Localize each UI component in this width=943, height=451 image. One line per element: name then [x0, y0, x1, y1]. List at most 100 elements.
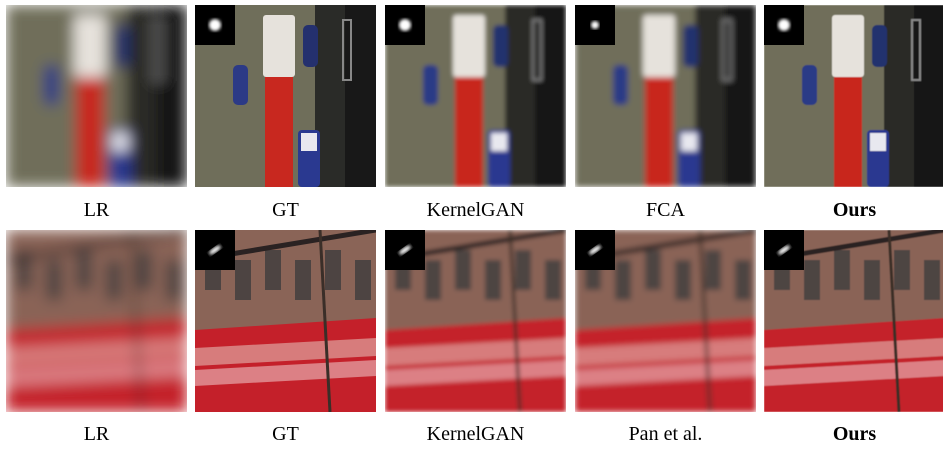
image-panel	[6, 5, 187, 187]
kernel-blob	[589, 245, 601, 255]
image	[195, 230, 376, 412]
truck-bed	[455, 75, 483, 187]
kernel-blob	[209, 19, 221, 31]
image-panel	[195, 230, 376, 412]
kernel-blob	[591, 21, 599, 29]
awning-stripe	[764, 338, 943, 366]
kernel-blob	[399, 245, 411, 255]
car	[802, 65, 817, 105]
curb	[725, 5, 756, 187]
truck-cab	[263, 15, 295, 77]
caption: KernelGAN	[426, 423, 525, 445]
car	[44, 65, 59, 105]
curb	[345, 5, 376, 187]
car	[683, 25, 698, 67]
truck-bed	[834, 75, 862, 187]
image-panel	[6, 230, 187, 412]
fire-escape	[6, 230, 187, 263]
kernel	[385, 5, 425, 45]
caption: KernelGAN	[426, 199, 525, 221]
image-panel	[385, 230, 566, 412]
car	[303, 25, 318, 67]
window	[265, 250, 281, 290]
caption: GT	[272, 199, 299, 221]
awning-stripe	[575, 338, 756, 366]
truck-bed	[76, 75, 104, 187]
window	[76, 250, 92, 290]
window	[675, 260, 691, 300]
awning-stripe	[6, 360, 187, 386]
image-panel	[764, 230, 943, 412]
ladder	[722, 19, 732, 81]
scene	[575, 5, 756, 187]
window	[804, 260, 820, 300]
caption: Ours	[832, 423, 877, 445]
curb	[914, 5, 943, 187]
window	[106, 260, 122, 300]
car	[423, 65, 438, 105]
image	[575, 5, 756, 187]
kernel	[575, 5, 615, 45]
image	[385, 230, 566, 412]
window	[545, 260, 561, 300]
car	[493, 25, 508, 67]
window	[166, 260, 182, 300]
scene	[6, 5, 187, 187]
kernel-blob	[209, 245, 221, 255]
kernel	[195, 230, 235, 270]
window	[485, 260, 501, 300]
scene	[385, 5, 566, 187]
curb	[156, 5, 187, 187]
kernel	[385, 230, 425, 270]
window	[295, 260, 311, 300]
truck-cab	[453, 15, 485, 77]
truck-bed	[645, 75, 673, 187]
window	[705, 250, 721, 290]
kernel	[575, 230, 615, 270]
car-roof	[870, 133, 886, 151]
window	[46, 260, 62, 300]
tree	[887, 230, 901, 412]
kernel	[764, 230, 804, 270]
window	[894, 250, 910, 290]
window	[924, 260, 940, 300]
window	[235, 260, 251, 300]
awning-stripe	[575, 360, 756, 386]
car-roof	[681, 133, 697, 151]
kernel-blob	[399, 19, 411, 31]
image	[195, 5, 376, 187]
image-panel	[764, 5, 943, 187]
ladder	[911, 19, 921, 81]
image	[764, 5, 943, 187]
caption: LR	[83, 423, 110, 445]
ladder	[153, 19, 163, 81]
car-roof	[491, 133, 507, 151]
window	[615, 260, 631, 300]
caption: GT	[272, 423, 299, 445]
kernel	[764, 5, 804, 45]
tree	[129, 230, 143, 412]
image	[385, 5, 566, 187]
tree	[508, 230, 522, 412]
awning-stripe	[6, 338, 187, 366]
window	[735, 260, 751, 300]
caption: Ours	[832, 199, 877, 221]
image-panel	[385, 5, 566, 187]
image	[575, 230, 756, 412]
car	[114, 25, 129, 67]
image	[764, 230, 943, 412]
curb	[535, 5, 566, 187]
scene	[195, 230, 376, 412]
car-roof	[112, 133, 128, 151]
window	[355, 260, 371, 300]
awning-stripe	[764, 360, 943, 386]
image	[6, 230, 187, 412]
kernel-blob	[778, 19, 790, 31]
awning-stripe	[195, 338, 376, 366]
window	[864, 260, 880, 300]
awning-stripe	[385, 338, 566, 366]
window	[645, 250, 661, 290]
truck-bed	[265, 75, 293, 187]
car	[613, 65, 628, 105]
